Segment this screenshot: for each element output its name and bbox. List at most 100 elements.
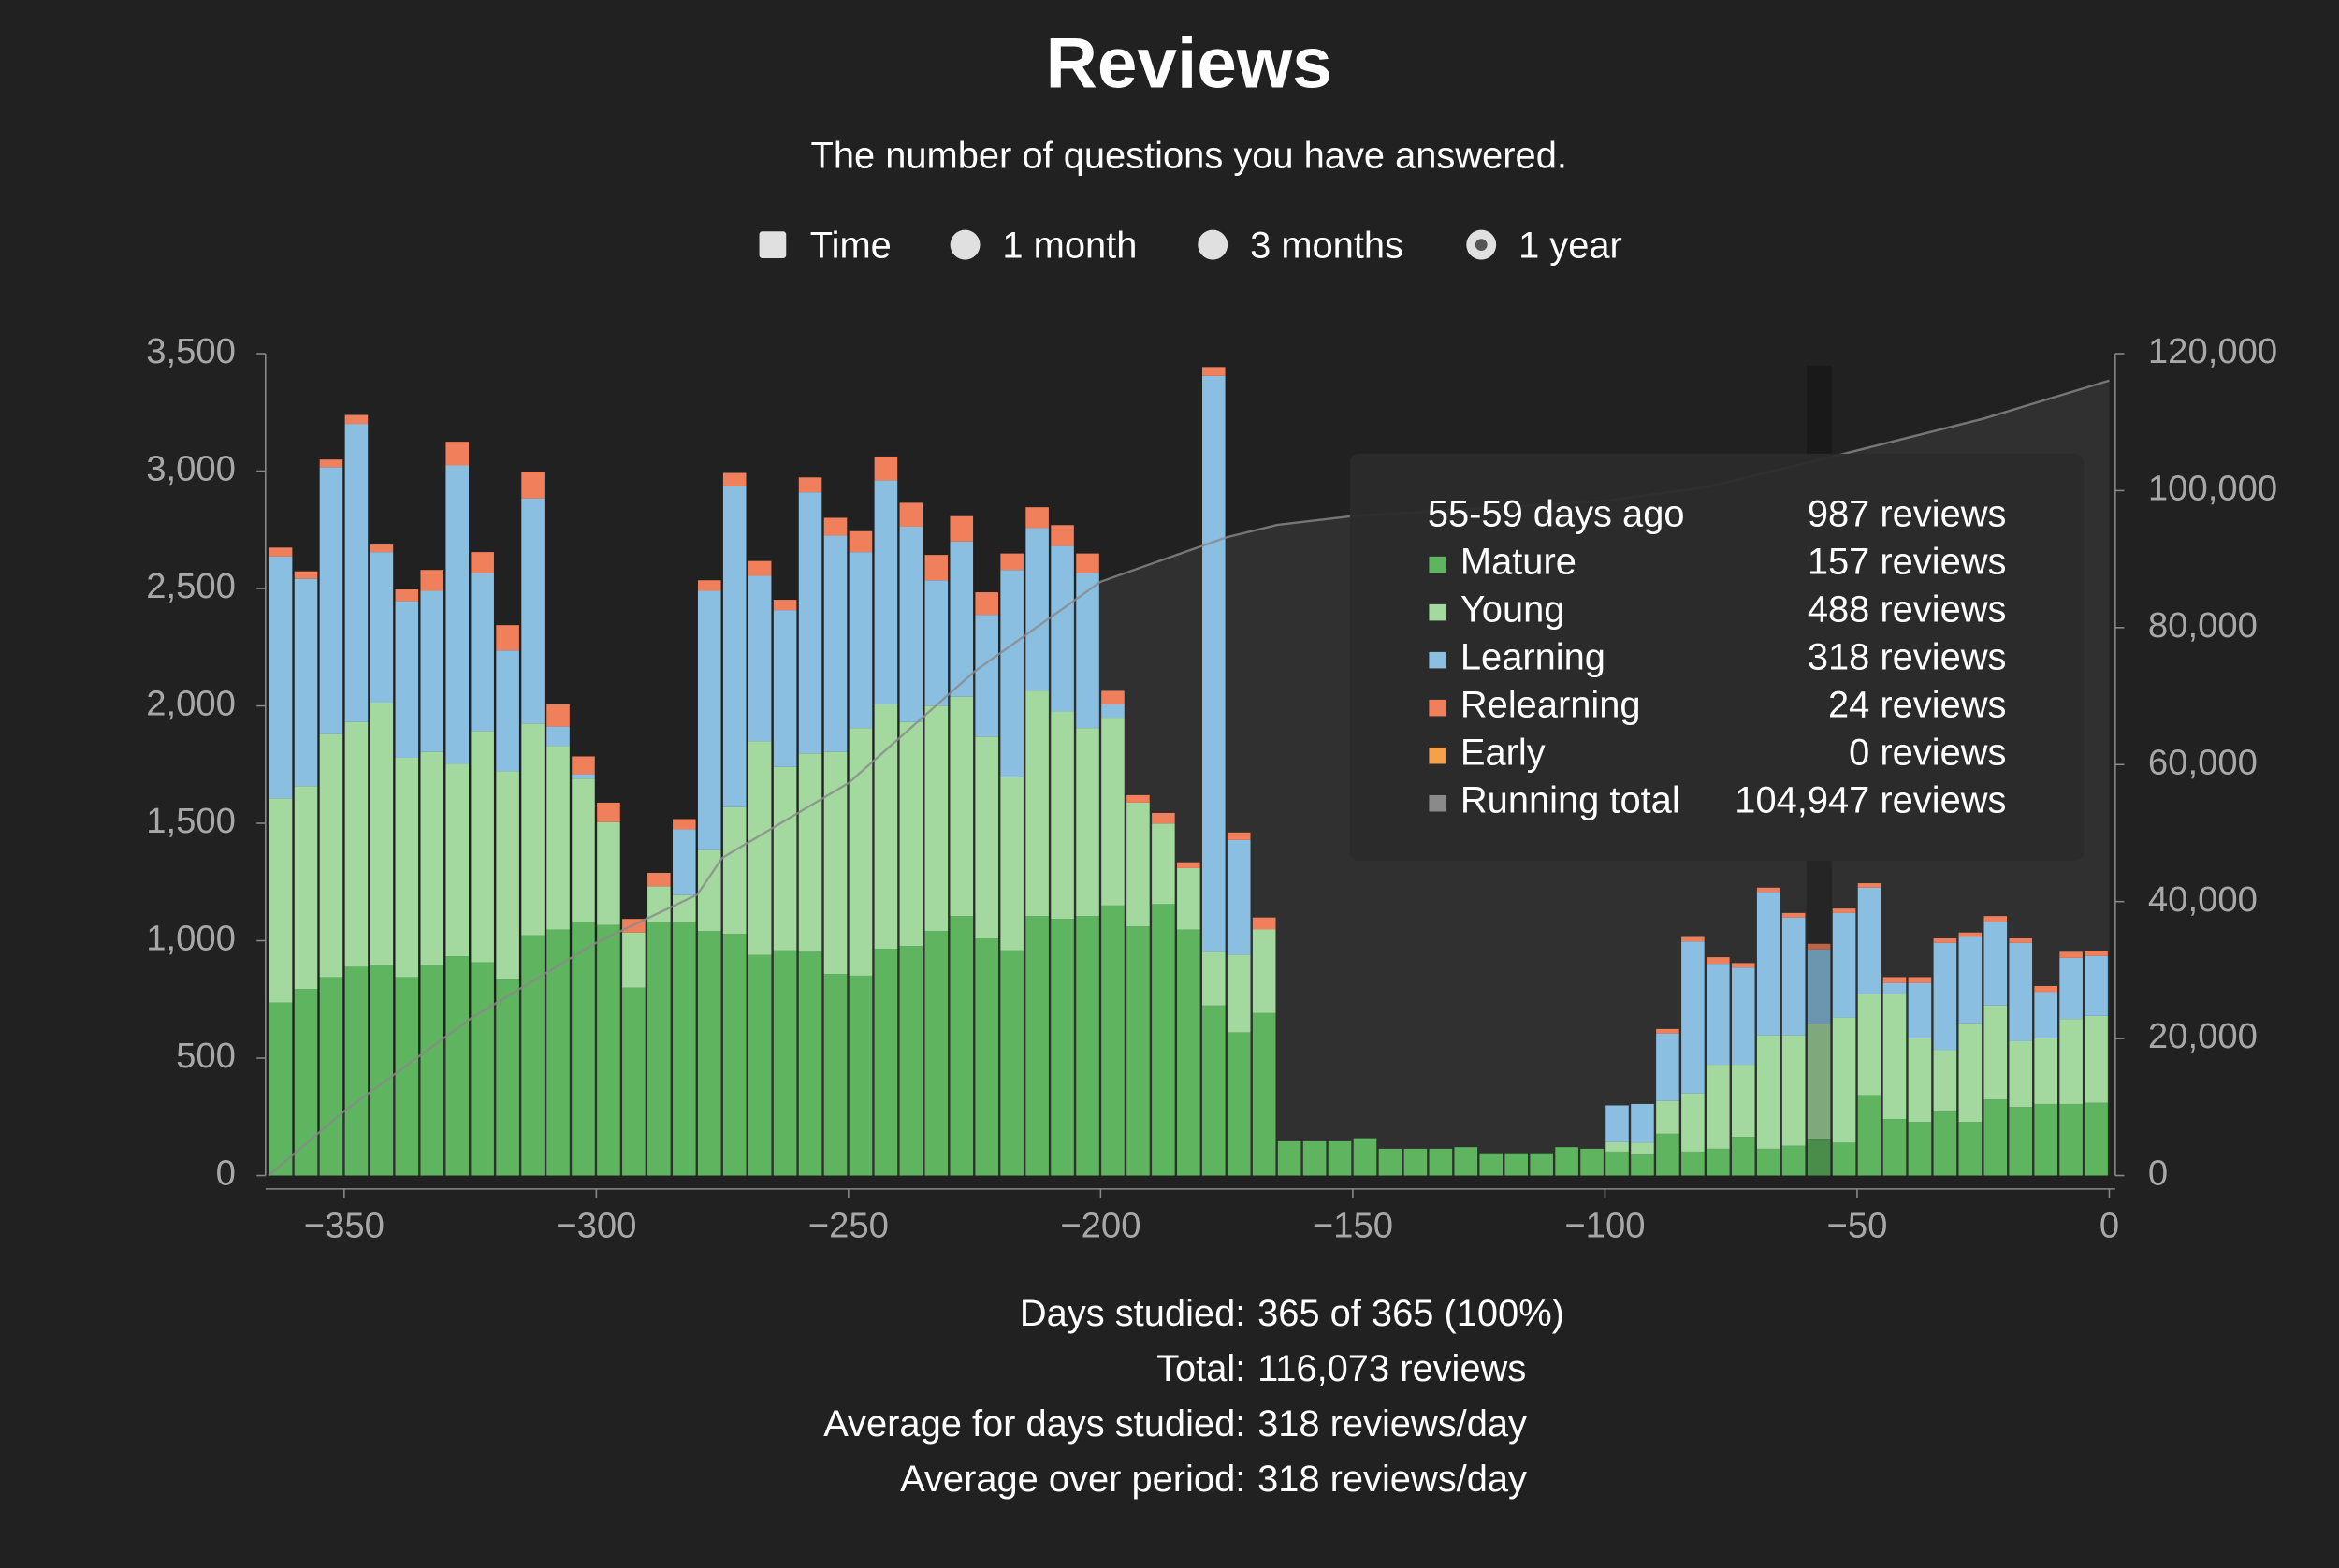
bar-segment <box>1152 823 1175 905</box>
tooltip-value: 157 reviews <box>1808 541 2007 582</box>
control[interactable]: 1 year <box>1466 225 1622 266</box>
stat-label: Average for days studied: <box>823 1403 1245 1445</box>
control-label[interactable]: 1 month <box>1002 225 1137 266</box>
bar-segment <box>1177 929 1200 1176</box>
bar-segment <box>1252 1012 1276 1176</box>
bar-segment <box>1781 1145 1806 1176</box>
bar-segment <box>1152 904 1175 1176</box>
control[interactable]: 3 months <box>1198 225 1403 266</box>
bar-segment <box>1882 1119 1907 1176</box>
y2-tick-label: 0 <box>2148 1154 2168 1194</box>
bar-segment <box>1731 1137 1755 1176</box>
bar-segment <box>1958 932 1983 937</box>
bar-segment <box>1605 1105 1629 1142</box>
bar-segment <box>344 966 369 1176</box>
bar-segment <box>445 956 470 1176</box>
bar-segment <box>849 728 873 976</box>
bar-segment <box>420 965 444 1176</box>
bar-segment <box>823 751 848 975</box>
bar-segment <box>294 571 318 579</box>
bar-segment <box>748 954 772 1176</box>
radio[interactable] <box>950 229 981 260</box>
bar-segment <box>1983 916 2008 922</box>
bar-segment <box>1126 926 1150 1176</box>
bar-segment <box>1328 1140 1352 1176</box>
control-label[interactable]: Time <box>810 225 892 266</box>
y-tick-label: 2,000 <box>146 684 236 724</box>
bar-segment <box>1076 728 1099 917</box>
stat-value: 318 reviews/day <box>1257 1403 1527 1445</box>
tooltip-box <box>1349 453 2085 862</box>
bar-segment <box>597 821 620 925</box>
bar-segment <box>1656 1100 1679 1134</box>
bar-segment <box>521 472 545 499</box>
bar-segment <box>1681 1093 1705 1152</box>
bar-segment <box>1454 1147 1478 1176</box>
bar-segment <box>1302 1140 1327 1176</box>
checkbox[interactable] <box>759 231 787 258</box>
bar-segment <box>319 977 343 1176</box>
bar-segment <box>445 465 470 764</box>
bar-segment <box>294 989 318 1176</box>
x-tick-label: −350 <box>304 1205 385 1245</box>
x-tick-label: −300 <box>556 1205 636 1245</box>
bar-segment <box>496 650 519 772</box>
bar-segment <box>924 705 949 931</box>
bar-segment <box>2009 1040 2033 1108</box>
bar-segment <box>1252 929 1276 1013</box>
bar-segment <box>1832 1142 1856 1176</box>
bar-segment <box>773 766 797 951</box>
bar-segment <box>597 924 620 1176</box>
bar-segment <box>1781 1035 1806 1146</box>
bar-segment <box>1756 892 1780 1036</box>
x-tick-label: −150 <box>1313 1205 1393 1245</box>
bar-segment <box>294 578 318 787</box>
bar-segment <box>546 746 570 930</box>
bar-segment <box>798 951 822 1176</box>
bar-segment <box>572 778 595 922</box>
bar-segment <box>975 615 998 737</box>
bar-segment <box>2085 955 2108 1016</box>
control-label[interactable]: 1 year <box>1518 225 1622 266</box>
bar-segment <box>849 530 873 553</box>
tooltip-swatch <box>1429 556 1446 573</box>
bar-segment <box>2034 985 2057 993</box>
bar-segment <box>950 515 974 542</box>
bar-segment <box>673 829 696 895</box>
control[interactable]: 1 month <box>950 225 1138 266</box>
control-label[interactable]: 3 months <box>1250 225 1403 266</box>
y-tick-label: 500 <box>176 1036 236 1076</box>
bar-segment <box>899 721 923 947</box>
bar-segment <box>1051 711 1074 920</box>
x-tick-label: −100 <box>1564 1205 1645 1245</box>
bar-segment <box>950 696 974 917</box>
bar-segment <box>1882 977 1907 983</box>
bar-segment <box>471 731 494 963</box>
stat-label: Days studied: <box>1020 1293 1245 1334</box>
bar-segment <box>471 962 494 1176</box>
bar-segment <box>2034 1038 2057 1104</box>
bar-segment <box>1857 883 1881 888</box>
radio[interactable] <box>1198 229 1228 260</box>
bar-segment <box>496 979 519 1176</box>
bar-segment <box>2009 1107 2033 1176</box>
bar-segment <box>319 459 343 468</box>
x-tick-label: −50 <box>1827 1205 1888 1245</box>
tooltip-value: 0 reviews <box>1849 732 2006 773</box>
bar-segment <box>294 786 318 990</box>
bar-segment <box>1429 1148 1453 1176</box>
bar-segment <box>1277 1140 1301 1176</box>
bar-segment <box>1681 941 1705 1094</box>
control[interactable]: Time <box>759 225 892 266</box>
bar-segment <box>2085 1102 2108 1176</box>
bar-segment <box>1857 887 1881 995</box>
bar-segment <box>344 721 369 967</box>
tooltip-label: Relearning <box>1460 684 1641 725</box>
bar-segment <box>370 965 394 1176</box>
stat-value: 365 of 365 (100%) <box>1257 1293 1564 1334</box>
bar-segment <box>521 498 545 724</box>
radio-dot[interactable] <box>1475 239 1488 252</box>
bar-segment <box>445 442 470 466</box>
bar-segment <box>2009 942 2033 1041</box>
